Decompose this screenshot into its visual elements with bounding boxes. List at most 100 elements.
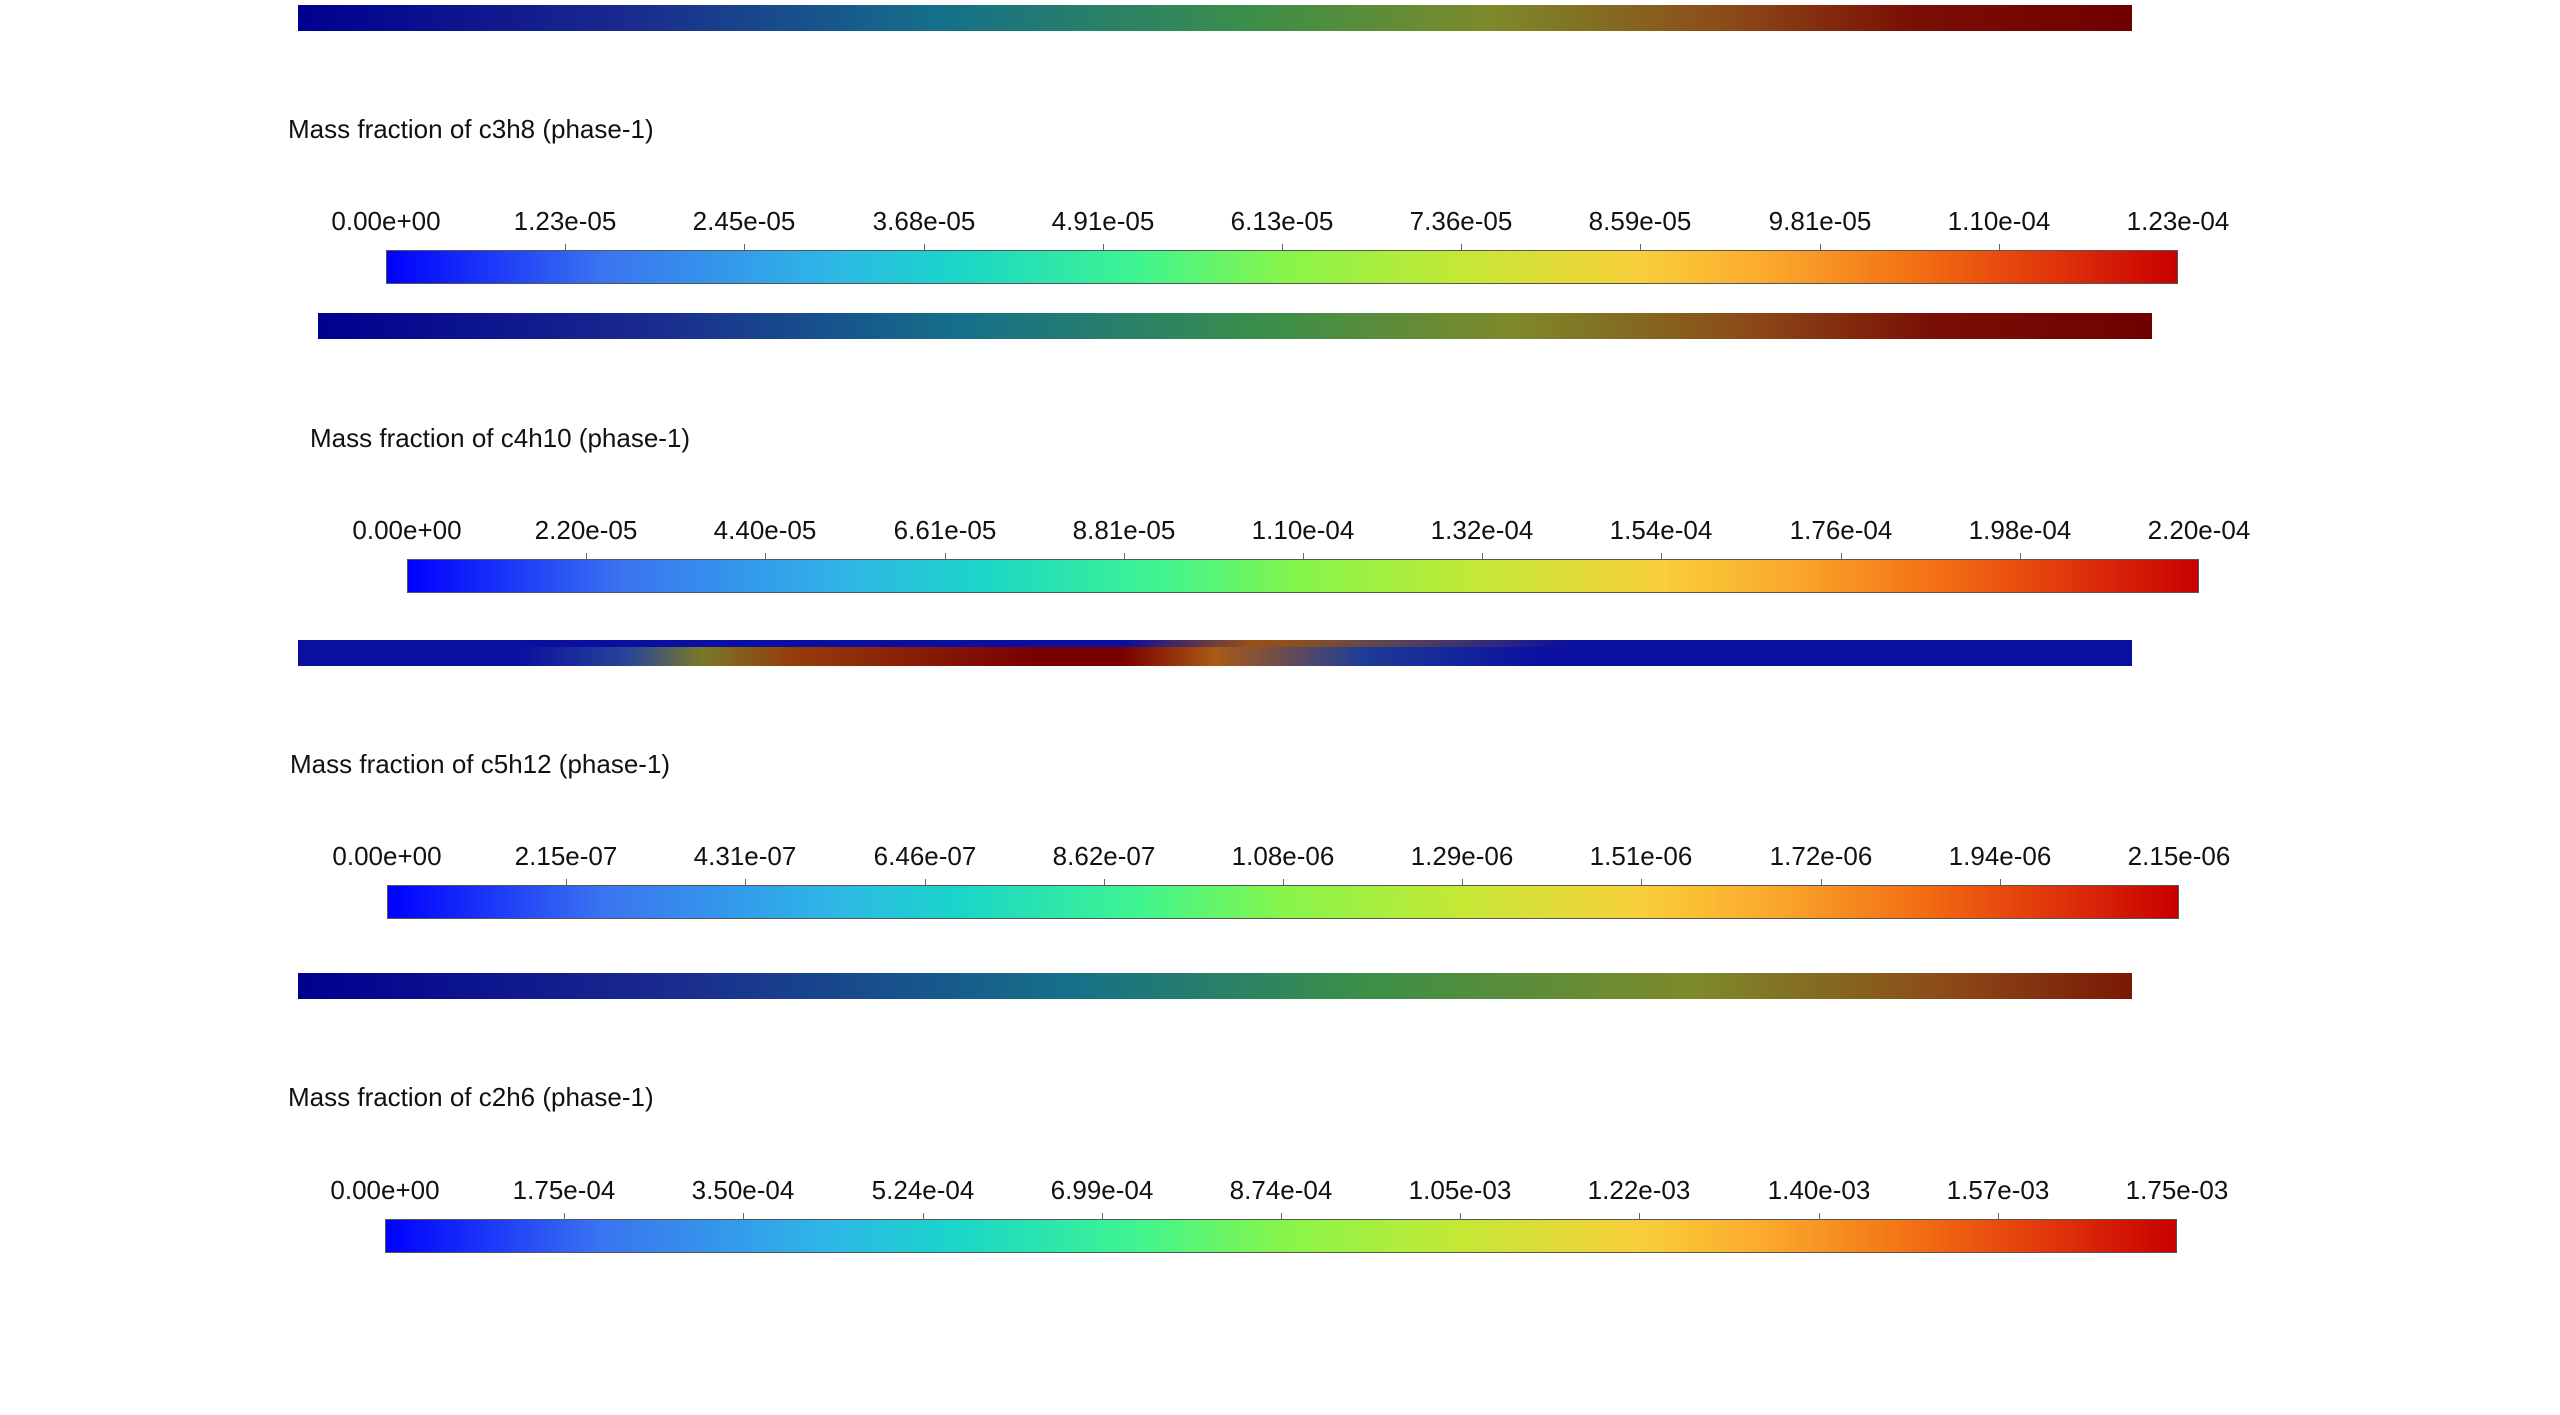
legend-title-c3h8: Mass fraction of c3h8 (phase-1) xyxy=(288,114,654,144)
tick-label: 2.20e-05 xyxy=(534,515,638,545)
legend-title-c5h12: Mass fraction of c5h12 (phase-1) xyxy=(290,749,671,779)
tick-label: 1.10e-04 xyxy=(1251,515,1355,545)
tick-label: 1.98e-04 xyxy=(1968,515,2072,545)
tick-labels-c5h12: 0.00e+00 2.15e-07 4.31e-07 6.46e-07 8.62… xyxy=(332,841,2230,875)
tick-label: 9.81e-05 xyxy=(1768,206,1872,236)
tick-label: 1.57e-03 xyxy=(1946,1175,2050,1205)
color-scale-c2h6: 0.00e+00 1.75e-04 3.50e-04 5.24e-04 6.99… xyxy=(330,1175,2228,1415)
tick-mark xyxy=(565,244,566,254)
tick-label: 1.76e-04 xyxy=(1789,515,1893,545)
tick-label: 1.22e-03 xyxy=(1587,1175,1691,1205)
legend-title-c4h10: Mass fraction of c4h10 (phase-1) xyxy=(310,423,691,453)
tick-mark xyxy=(564,1213,565,1223)
tick-label: 6.13e-05 xyxy=(1230,206,1334,236)
tick-label: 1.08e-06 xyxy=(1231,841,1335,871)
colorbar-c3h8 xyxy=(386,250,2178,284)
tick-label: 2.20e-04 xyxy=(2147,515,2251,545)
tick-mark xyxy=(1461,244,1462,254)
tick-label: 4.40e-05 xyxy=(713,515,817,545)
tick-label: 1.51e-06 xyxy=(1589,841,1693,871)
tick-label: 1.32e-04 xyxy=(1430,515,1534,545)
colorbar-c4h10 xyxy=(407,559,2199,593)
tick-mark xyxy=(1102,1213,1103,1223)
tick-mark xyxy=(1841,553,1842,563)
tick-label: 4.91e-05 xyxy=(1051,206,1155,236)
colorbar-c2h6 xyxy=(385,1219,2177,1253)
tick-mark xyxy=(1303,553,1304,563)
tick-label: 2.15e-06 xyxy=(2127,841,2231,871)
tick-label: 8.62e-07 xyxy=(1052,841,1156,871)
contour-strip-top xyxy=(298,5,2132,31)
tick-mark xyxy=(923,1213,924,1223)
tick-label: 1.23e-05 xyxy=(513,206,617,236)
contour-strip-c3h8 xyxy=(318,313,2152,339)
tick-mark xyxy=(1462,879,1463,889)
tick-label: 8.59e-05 xyxy=(1588,206,1692,236)
tick-label: 5.24e-04 xyxy=(871,1175,975,1205)
color-scale-c4h10: 0.00e+00 2.20e-05 4.40e-05 6.61e-05 8.81… xyxy=(352,515,2250,755)
tick-mark xyxy=(765,553,766,563)
tick-mark xyxy=(743,1213,744,1223)
tick-label: 8.81e-05 xyxy=(1072,515,1176,545)
tick-label: 1.75e-03 xyxy=(2125,1175,2229,1205)
tick-mark xyxy=(566,879,567,889)
tick-mark xyxy=(586,553,587,563)
tick-mark xyxy=(1819,1213,1820,1223)
tick-labels-c2h6: 0.00e+00 1.75e-04 3.50e-04 5.24e-04 6.99… xyxy=(330,1175,2228,1209)
color-scale-c3h8: 0.00e+00 1.23e-05 2.45e-05 3.68e-05 4.91… xyxy=(331,206,2229,446)
tick-mark xyxy=(1640,244,1641,254)
tick-mark xyxy=(1103,244,1104,254)
contour-strip-c5h12 xyxy=(298,973,2132,999)
tick-label: 7.36e-05 xyxy=(1409,206,1513,236)
tick-label: 1.23e-04 xyxy=(2126,206,2230,236)
tick-mark xyxy=(1283,879,1284,889)
tick-mark xyxy=(745,879,746,889)
tick-label: 1.54e-04 xyxy=(1609,515,1713,545)
tick-label: 3.50e-04 xyxy=(691,1175,795,1205)
tick-mark xyxy=(1460,1213,1461,1223)
tick-mark xyxy=(1998,1213,1999,1223)
tick-label: 6.99e-04 xyxy=(1050,1175,1154,1205)
tick-label: 2.15e-07 xyxy=(514,841,618,871)
tick-label: 1.10e-04 xyxy=(1947,206,2051,236)
tick-mark xyxy=(925,879,926,889)
tick-label: 0.00e+00 xyxy=(352,515,462,545)
tick-mark xyxy=(1820,244,1821,254)
tick-mark xyxy=(945,553,946,563)
tick-mark xyxy=(924,244,925,254)
tick-label: 1.29e-06 xyxy=(1410,841,1514,871)
tick-label: 8.74e-04 xyxy=(1229,1175,1333,1205)
tick-label: 0.00e+00 xyxy=(330,1175,440,1205)
colorbar-c5h12 xyxy=(387,885,2179,919)
tick-label: 1.40e-03 xyxy=(1767,1175,1871,1205)
tick-mark xyxy=(1641,879,1642,889)
tick-label: 0.00e+00 xyxy=(332,841,442,871)
tick-label: 6.61e-05 xyxy=(893,515,997,545)
tick-label: 6.46e-07 xyxy=(873,841,977,871)
tick-label: 1.72e-06 xyxy=(1769,841,1873,871)
legend-title-c2h6: Mass fraction of c2h6 (phase-1) xyxy=(288,1082,654,1112)
tick-label: 1.94e-06 xyxy=(1948,841,2052,871)
tick-mark xyxy=(1124,553,1125,563)
tick-label: 1.05e-03 xyxy=(1408,1175,1512,1205)
tick-mark xyxy=(2020,553,2021,563)
contour-strip-c4h10 xyxy=(298,640,2132,666)
tick-mark xyxy=(1661,553,1662,563)
tick-mark xyxy=(744,244,745,254)
tick-mark xyxy=(1482,553,1483,563)
tick-label: 3.68e-05 xyxy=(872,206,976,236)
tick-mark xyxy=(1999,244,2000,254)
tick-mark xyxy=(1281,1213,1282,1223)
tick-mark xyxy=(1104,879,1105,889)
tick-labels-c3h8: 0.00e+00 1.23e-05 2.45e-05 3.68e-05 4.91… xyxy=(331,206,2229,240)
tick-mark xyxy=(1639,1213,1640,1223)
color-scale-c5h12: 0.00e+00 2.15e-07 4.31e-07 6.46e-07 8.62… xyxy=(332,841,2230,1081)
tick-mark xyxy=(1282,244,1283,254)
tick-mark xyxy=(1821,879,1822,889)
tick-label: 1.75e-04 xyxy=(512,1175,616,1205)
tick-label: 4.31e-07 xyxy=(693,841,797,871)
tick-label: 2.45e-05 xyxy=(692,206,796,236)
tick-label: 0.00e+00 xyxy=(331,206,441,236)
tick-mark xyxy=(2000,879,2001,889)
contour-band xyxy=(298,640,2132,647)
